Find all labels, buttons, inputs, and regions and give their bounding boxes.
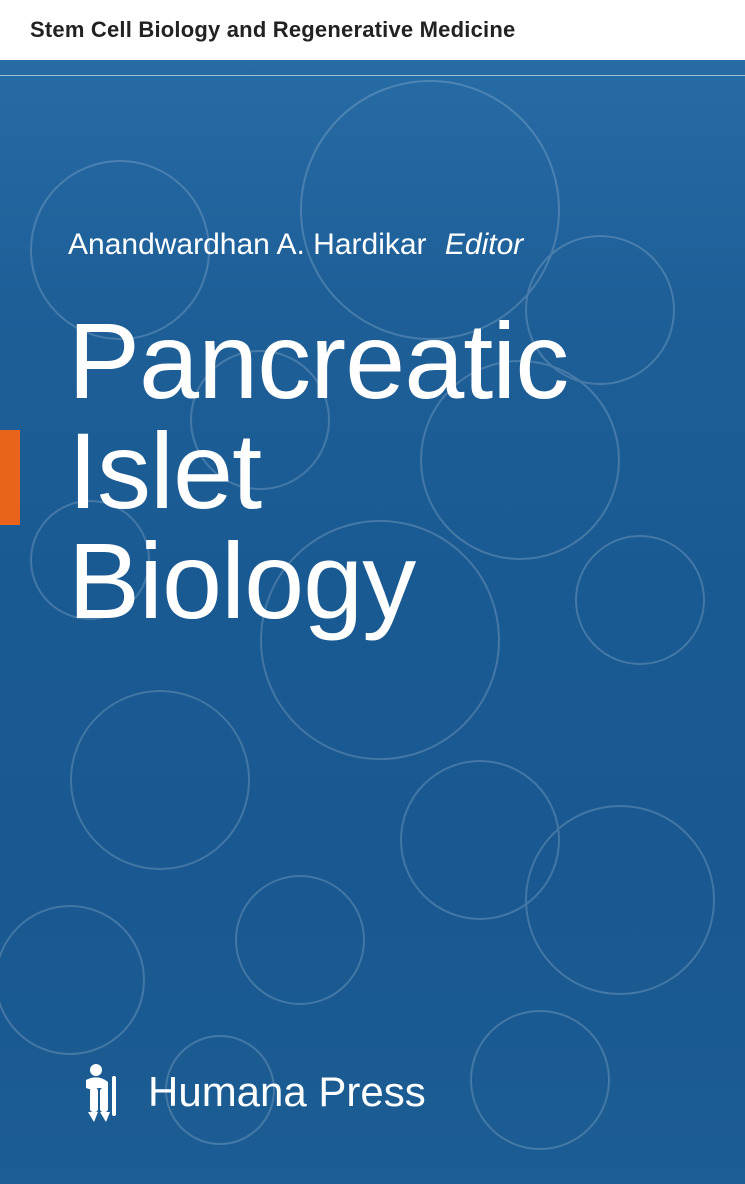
editor-line: Anandwardhan A. Hardikar Editor (68, 228, 523, 262)
title-line-3: Biology (68, 526, 705, 636)
publisher-logo-icon (66, 1060, 130, 1124)
publisher-block: Humana Press (66, 1060, 426, 1124)
bubble-circle (525, 805, 715, 995)
bubble-circle (70, 690, 250, 870)
editor-role: Editor (445, 228, 523, 261)
bubble-circle (400, 760, 560, 920)
bubble-circle (470, 1010, 610, 1150)
title-line-1: Pancreatic (68, 306, 705, 416)
title-line-2: Islet (68, 416, 705, 526)
bubble-circle (235, 875, 365, 1005)
bubble-circle (0, 905, 145, 1055)
book-title: Pancreatic Islet Biology (68, 306, 705, 636)
series-bar: Stem Cell Biology and Regenerative Medic… (0, 0, 745, 60)
series-title: Stem Cell Biology and Regenerative Medic… (30, 17, 515, 43)
accent-tab (0, 430, 20, 525)
editor-name: Anandwardhan A. Hardikar (68, 228, 427, 261)
publisher-name: Humana Press (148, 1068, 426, 1116)
book-cover: Stem Cell Biology and Regenerative Medic… (0, 0, 745, 1184)
top-divider (0, 75, 745, 76)
